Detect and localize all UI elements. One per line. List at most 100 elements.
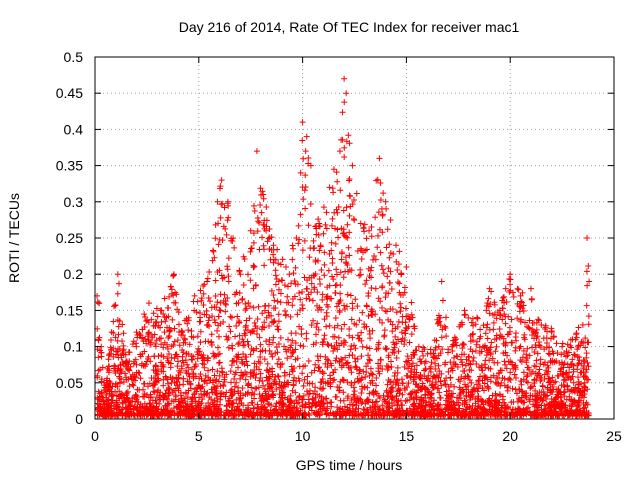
data-point (358, 255, 365, 262)
data-point (188, 356, 195, 363)
data-point (438, 278, 445, 285)
data-point (150, 375, 157, 382)
data-point (111, 362, 118, 369)
data-point (217, 401, 224, 408)
data-point (353, 190, 360, 197)
data-point (517, 298, 524, 305)
data-point (395, 279, 402, 286)
data-point (248, 384, 255, 391)
data-point (188, 328, 195, 335)
data-point (499, 316, 506, 323)
data-point (306, 296, 313, 303)
data-point (292, 339, 299, 346)
data-point (236, 410, 243, 417)
data-point (112, 334, 119, 341)
data-point (265, 309, 272, 316)
data-point (351, 379, 358, 386)
data-point (359, 309, 366, 316)
data-point (228, 392, 235, 399)
data-point (149, 412, 156, 419)
data-point (297, 407, 304, 414)
data-point (416, 374, 423, 381)
data-point (289, 349, 296, 356)
data-point (486, 357, 493, 364)
data-point (290, 377, 297, 384)
data-point (266, 393, 273, 400)
data-point (455, 376, 462, 383)
data-point (137, 353, 144, 360)
data-point (156, 335, 163, 342)
data-point (469, 387, 476, 394)
data-point (275, 311, 282, 318)
data-point (540, 361, 547, 368)
data-point (333, 281, 340, 288)
data-point (485, 347, 492, 354)
data-point (365, 398, 372, 405)
data-point (239, 296, 246, 303)
data-point (384, 381, 391, 388)
data-point (204, 321, 211, 328)
data-point (299, 305, 306, 312)
data-point (342, 409, 349, 416)
data-point (580, 365, 587, 372)
data-point (145, 300, 152, 307)
data-point (346, 252, 353, 259)
data-point (198, 295, 205, 302)
data-point (98, 353, 105, 360)
data-point (339, 136, 346, 143)
data-point (341, 153, 348, 160)
data-point (214, 368, 221, 375)
data-point (349, 305, 356, 312)
data-point (306, 274, 313, 281)
data-point (265, 400, 272, 407)
data-point (287, 344, 294, 351)
data-point (292, 356, 299, 363)
data-point (556, 359, 563, 366)
data-point (406, 339, 413, 346)
data-point (98, 390, 105, 397)
chart-title: Day 216 of 2014, Rate Of TEC Index for r… (179, 19, 520, 35)
data-point (180, 381, 187, 388)
data-point (351, 320, 358, 327)
data-point (324, 303, 331, 310)
data-point (568, 344, 575, 351)
data-point (296, 323, 303, 330)
data-point (396, 280, 403, 287)
data-point (234, 354, 241, 361)
data-point (509, 385, 516, 392)
data-point (216, 350, 223, 357)
data-point (185, 327, 192, 334)
data-point (153, 337, 160, 344)
data-point (501, 311, 508, 318)
data-point (284, 379, 291, 386)
data-point (356, 317, 363, 324)
data-point (374, 176, 381, 183)
data-point (238, 372, 245, 379)
data-point (394, 323, 401, 330)
data-point (583, 302, 590, 309)
data-point (373, 398, 380, 405)
data-point (330, 276, 337, 283)
data-point (535, 316, 542, 323)
data-point (258, 209, 265, 216)
data-point (338, 256, 345, 263)
data-point (502, 349, 509, 356)
data-point (134, 386, 141, 393)
data-point (205, 317, 212, 324)
data-point (260, 242, 267, 249)
data-point (428, 412, 435, 419)
data-point (266, 336, 273, 343)
data-point (510, 293, 517, 300)
data-point (523, 351, 530, 358)
data-point (150, 310, 157, 317)
data-point (120, 351, 127, 358)
data-point (250, 239, 257, 246)
data-point (466, 353, 473, 360)
data-point (496, 307, 503, 314)
data-point (237, 375, 244, 382)
data-point (381, 327, 388, 334)
data-point (408, 331, 415, 338)
data-point (269, 368, 276, 375)
data-point (161, 314, 168, 321)
data-point (151, 381, 158, 388)
